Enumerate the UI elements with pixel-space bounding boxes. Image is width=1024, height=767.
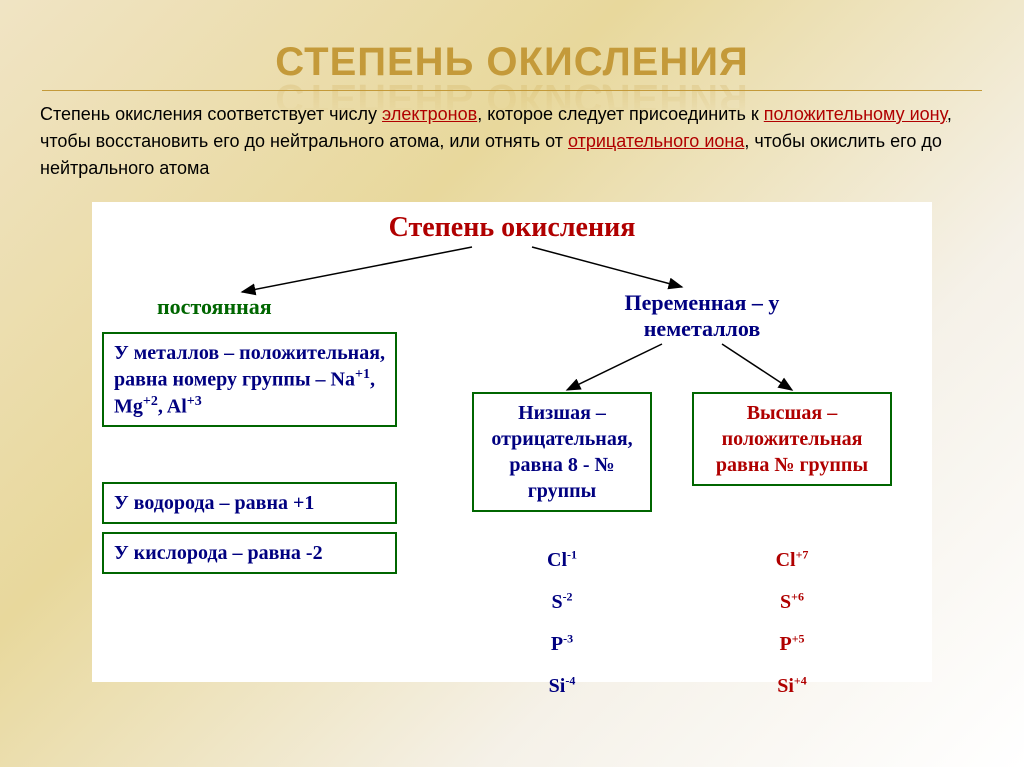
diagram-title: Степень окисления xyxy=(112,212,912,244)
box-hydrogen: У водорода – равна +1 xyxy=(102,482,397,524)
box-lowest: Низшая – отрицательная, равна 8 - № груп… xyxy=(472,392,652,512)
box-oxygen: У кислорода – равна -2 xyxy=(102,532,397,574)
ex-highest-2: P+5 xyxy=(742,626,842,662)
ex-lowest-2: P-3 xyxy=(512,626,612,662)
box-highest: Высшая – положительная равна № группы xyxy=(692,392,892,486)
ex-lowest-0: Cl-1 xyxy=(512,542,612,578)
ex-lowest-1: S-2 xyxy=(512,584,612,620)
def-link-negative-ion: отрицательного иона xyxy=(568,131,744,151)
diagram-area: Степень окисления постоянная Переменная … xyxy=(92,202,932,682)
ex-highest-0: Cl+7 xyxy=(742,542,842,578)
examples-lowest: Cl-1 S-2 P-3 Si-4 xyxy=(512,542,612,710)
slide-container: СТЕПЕНЬ ОКИСЛЕНИЯ СТЕПЕНЬ ОКИСЛЕНИЯ Степ… xyxy=(0,0,1024,767)
ex-highest-1: S+6 xyxy=(742,584,842,620)
left-branch-label: постоянная xyxy=(157,294,272,320)
right-branch-label: Переменная – у неметаллов xyxy=(572,290,832,343)
box-metals: У металлов – положительная, равна номеру… xyxy=(102,332,397,427)
ex-lowest-3: Si-4 xyxy=(512,668,612,704)
examples-highest: Cl+7 S+6 P+5 Si+4 xyxy=(742,542,842,710)
title-reflection: СТЕПЕНЬ ОКИСЛЕНИЯ xyxy=(40,75,984,120)
ex-highest-3: Si+4 xyxy=(742,668,842,704)
